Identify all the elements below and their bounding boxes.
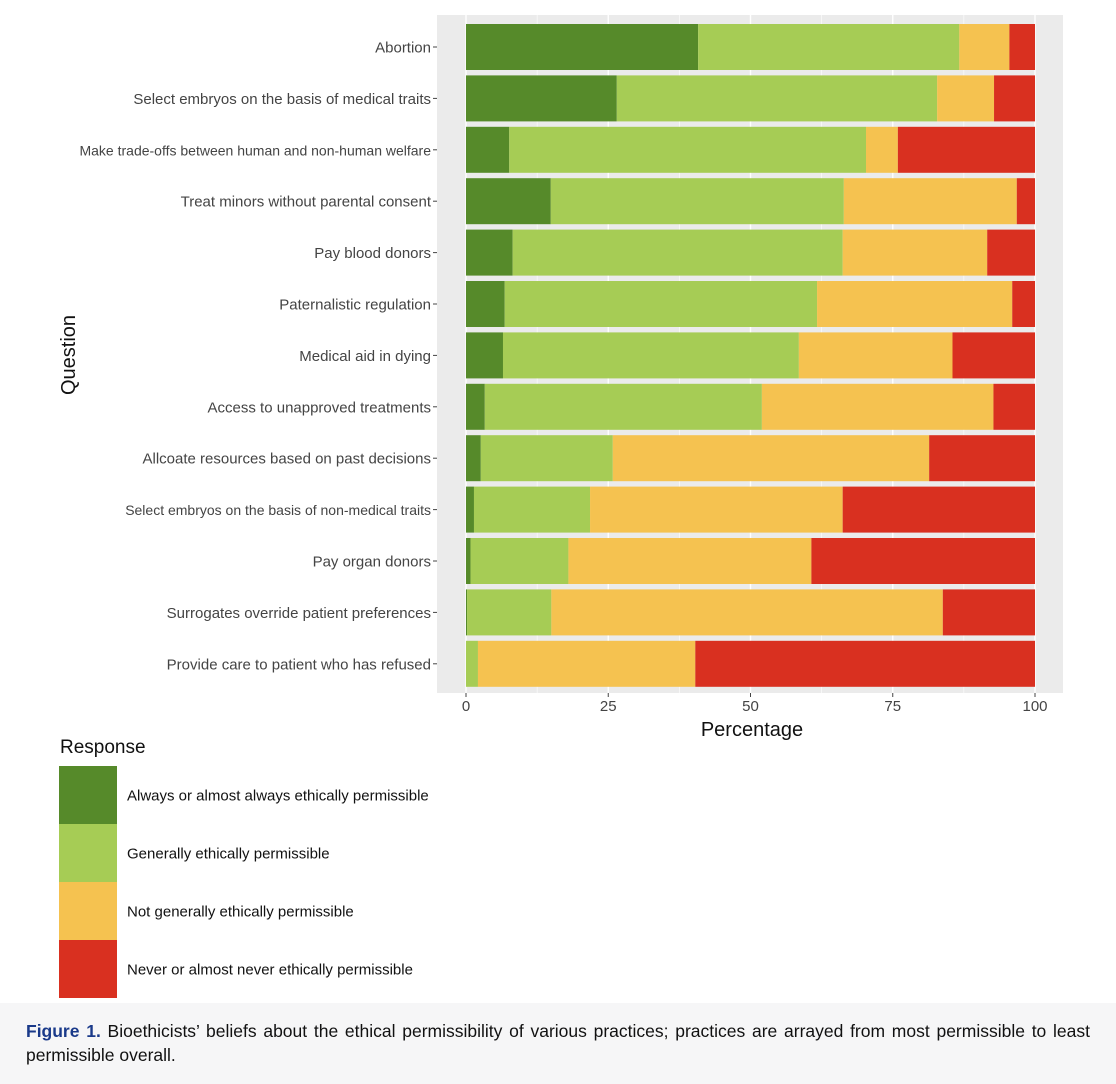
bar-segment <box>466 383 485 430</box>
y-tick-label: Select embryos on the basis of non-medic… <box>125 502 431 518</box>
bar-segment <box>466 281 505 327</box>
bar-segment <box>550 178 844 225</box>
bar-segment <box>502 332 799 379</box>
bar-segment <box>842 229 988 276</box>
caption-label: Figure 1. <box>26 1021 101 1041</box>
bar-segment <box>929 435 1035 482</box>
x-axis-label: Percentage <box>701 719 803 741</box>
x-tick-label: 100 <box>1022 698 1047 715</box>
bar-segment <box>466 538 471 584</box>
bar-segment <box>568 538 812 584</box>
bar-segment <box>959 24 1010 70</box>
bar-segment <box>1016 178 1035 225</box>
bar-segment <box>811 538 1035 584</box>
legend-swatch <box>59 940 117 998</box>
bar-segment <box>761 383 994 430</box>
bar-segment <box>466 486 474 533</box>
y-tick-label: Abortion <box>375 40 431 57</box>
bar-segment <box>937 75 995 122</box>
y-tick-label: Select embryos on the basis of medical t… <box>133 91 431 108</box>
y-axis-label: Question <box>58 315 80 395</box>
bar-segment <box>477 640 696 687</box>
bar-segment <box>994 75 1035 122</box>
bar-segment <box>817 281 1013 327</box>
y-tick-label: Treat minors without parental consent <box>181 194 432 211</box>
bar-segment <box>466 229 513 276</box>
legend-swatch <box>59 824 117 882</box>
y-tick-label: Provide care to patient who has refused <box>167 656 431 673</box>
bar-segment <box>612 435 930 482</box>
legend-label: Generally ethically permissible <box>127 846 330 863</box>
bar-segment <box>467 589 552 636</box>
bar-segment <box>512 229 843 276</box>
y-tick-label: Surrogates override patient preferences <box>167 605 431 622</box>
bar-segment <box>842 486 1035 533</box>
x-tick-label: 25 <box>600 698 617 715</box>
bar-segment <box>866 126 898 173</box>
legend-label: Not generally ethically permissible <box>127 904 354 921</box>
bar-segments <box>466 24 1035 687</box>
bar-segment <box>466 435 481 482</box>
bar-segment <box>698 24 960 70</box>
bar-segment <box>466 589 468 636</box>
bar-segment <box>942 589 1035 636</box>
y-tick-label: Pay blood donors <box>314 245 431 262</box>
y-tick-labels: Abortion Select embryos on the basis of m… <box>79 40 437 673</box>
bar-segment <box>952 332 1035 379</box>
legend-label: Never or almost never ethically permissi… <box>127 962 413 979</box>
bar-segment <box>843 178 1017 225</box>
bar-segment <box>798 332 953 379</box>
stacked-bar-chart: Abortion Select embryos on the basis of m… <box>58 15 1063 998</box>
bar-segment <box>993 383 1035 430</box>
legend-swatch <box>59 882 117 940</box>
bar-segment <box>480 435 613 482</box>
bar-segment <box>466 126 510 173</box>
bar-segment <box>466 332 503 379</box>
bar-segment <box>1009 24 1035 70</box>
bar-segment <box>466 178 551 225</box>
bar-segment <box>590 486 843 533</box>
bar-segment <box>1012 281 1035 327</box>
bar-segment <box>616 75 938 122</box>
y-tick-label: Allcoate resources based on past decisio… <box>142 451 431 468</box>
y-tick-label: Make trade-offs between human and non-hu… <box>79 142 431 158</box>
legend-label: Always or almost always ethically permis… <box>127 788 429 805</box>
figure-caption: Figure 1. Bioethicists’ beliefs about th… <box>0 1003 1116 1084</box>
legend-title: Response <box>60 737 146 758</box>
y-tick-label: Access to unapproved treatments <box>208 399 431 416</box>
bar-segment <box>470 538 569 584</box>
bar-segment <box>509 126 867 173</box>
x-tick-label: 75 <box>884 698 901 715</box>
y-tick-label: Pay organ donors <box>313 554 431 571</box>
bar-segment <box>897 126 1035 173</box>
bar-segment <box>987 229 1035 276</box>
bar-segment <box>466 75 617 122</box>
x-tick-label: 0 <box>462 698 470 715</box>
bar-segment <box>466 640 478 687</box>
bar-segment <box>504 281 818 327</box>
legend-swatch <box>59 766 117 824</box>
bar-segment <box>466 24 699 70</box>
caption-text: Bioethicists’ beliefs about the ethical … <box>26 1021 1090 1065</box>
legend: Always or almost always ethically permis… <box>59 766 429 998</box>
x-tick-labels: 0 25 50 75 100 <box>462 693 1048 715</box>
bar-segment <box>551 589 943 636</box>
bar-segment <box>473 486 591 533</box>
bar-segment <box>484 383 762 430</box>
x-tick-label: 50 <box>742 698 759 715</box>
y-tick-label: Medical aid in dying <box>299 348 431 365</box>
bar-segment <box>695 640 1035 687</box>
y-tick-label: Paternalistic regulation <box>279 297 431 314</box>
